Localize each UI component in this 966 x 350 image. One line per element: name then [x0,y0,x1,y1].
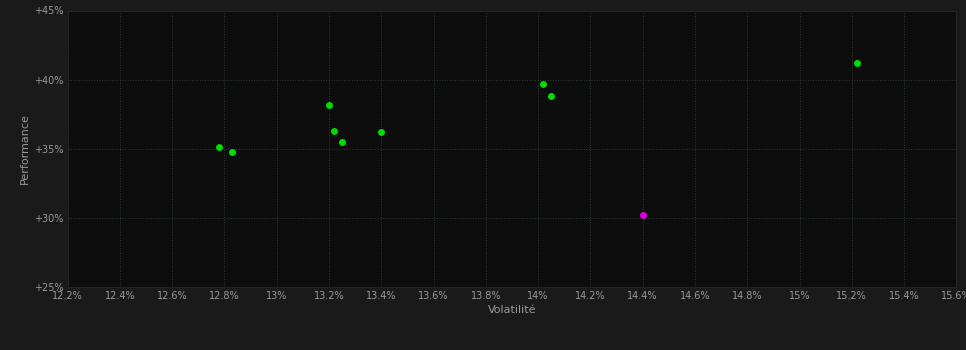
Point [535,81,551,86]
Point [212,145,227,150]
X-axis label: Volatilité: Volatilité [488,305,536,315]
Point [224,149,240,154]
Point [544,93,559,99]
Y-axis label: Performance: Performance [19,113,30,184]
Point [635,212,650,218]
Point [374,130,389,135]
Point [322,102,337,107]
Point [334,139,350,145]
Point [849,60,865,66]
Point [327,128,342,134]
